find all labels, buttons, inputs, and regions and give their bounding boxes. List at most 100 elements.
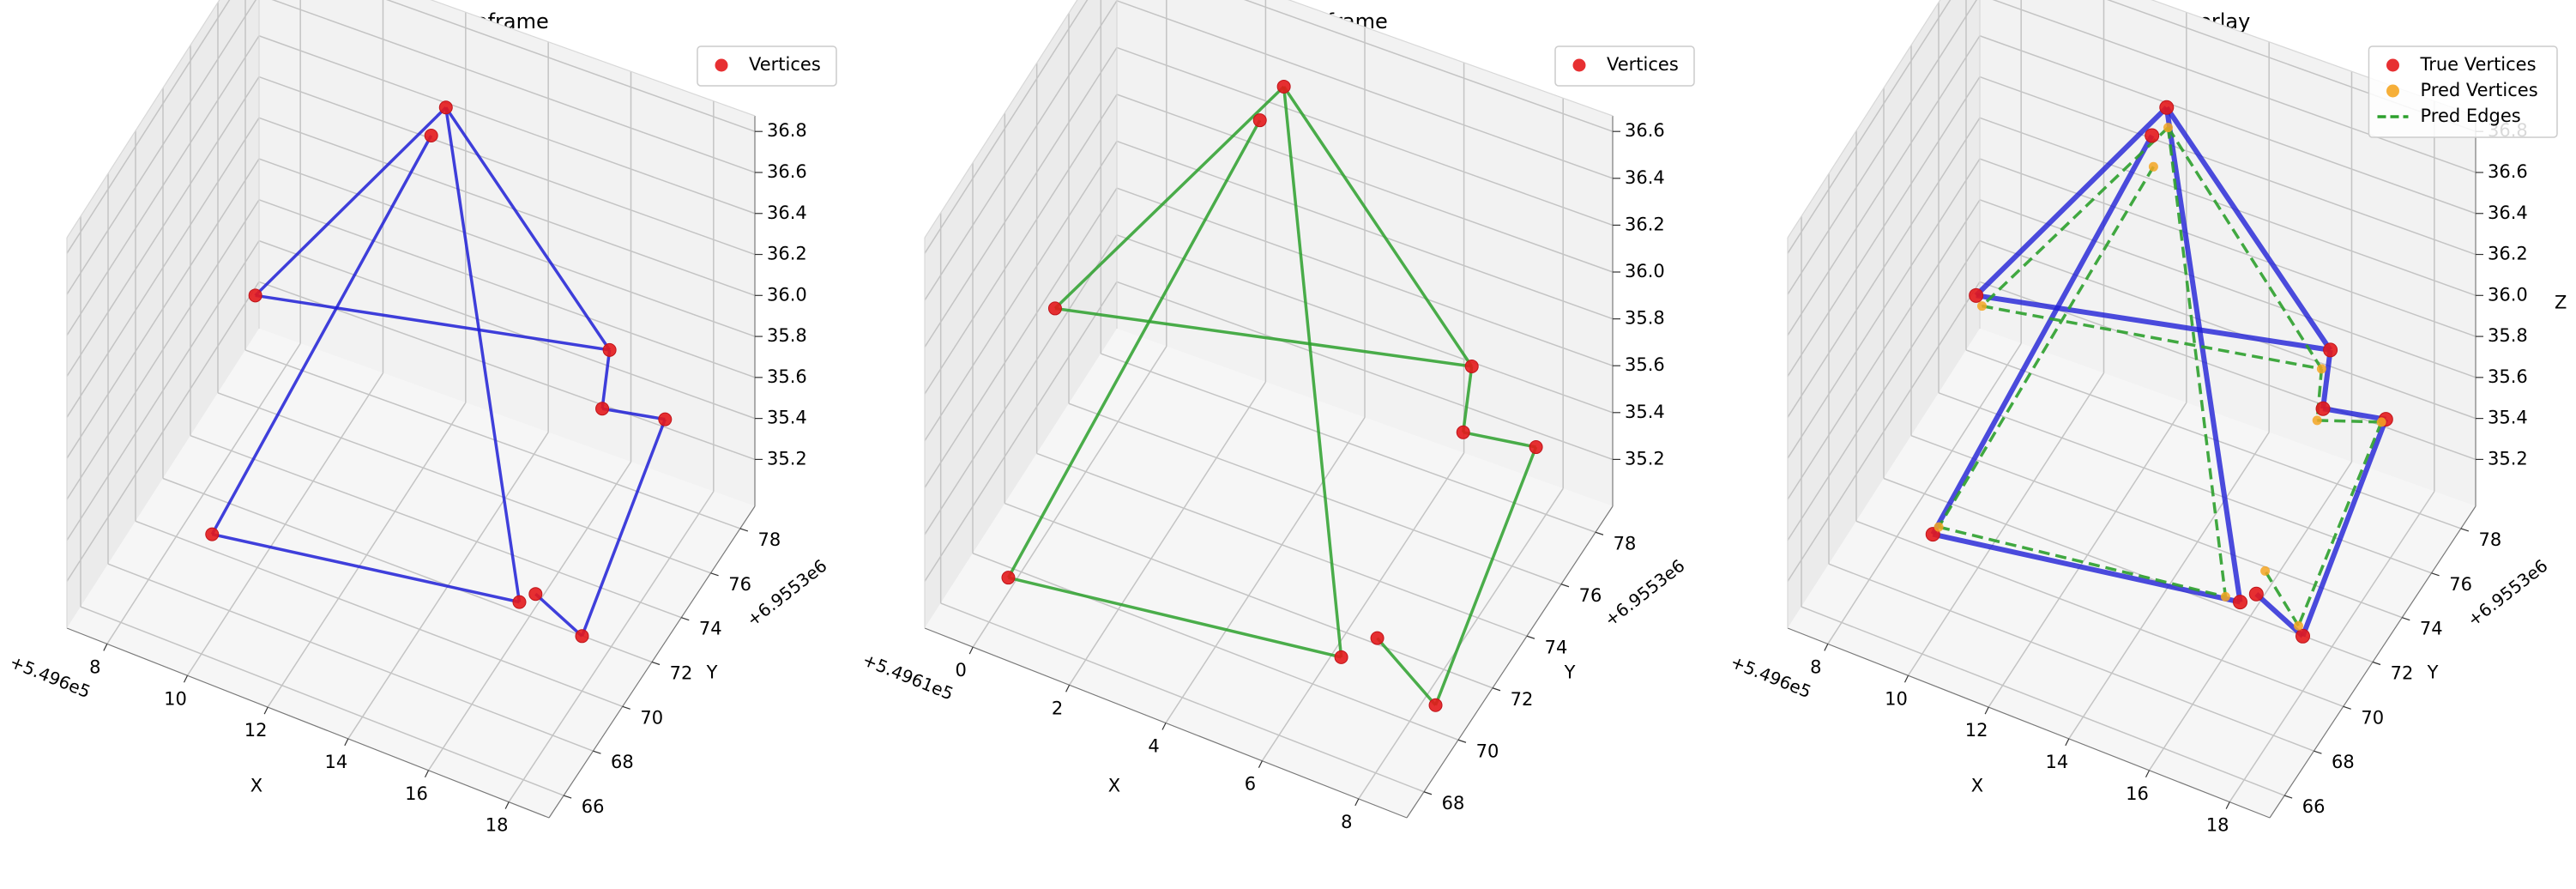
floor-grid-x — [1165, 417, 1366, 723]
vertex-point — [575, 629, 589, 644]
z-tick-label: 35.2 — [767, 448, 807, 469]
legend-box — [1554, 45, 1695, 87]
x-tick-label: 10 — [1885, 688, 1908, 709]
wireframe-edge — [211, 532, 520, 604]
wireframe-edge — [1282, 86, 1343, 658]
left-grid-z — [1787, 76, 1981, 377]
x-tick — [1354, 798, 1360, 807]
back-grid-z — [1116, 140, 1614, 320]
left-grid-z — [66, 158, 260, 459]
floor-grid-y — [1828, 563, 2314, 752]
floor-grid-x — [972, 346, 1167, 648]
y-tick — [2431, 572, 2440, 577]
left-grid-z — [66, 117, 260, 418]
floor-grid-y — [1855, 520, 2344, 708]
legend-label: Vertices — [749, 54, 821, 75]
back-grid-z — [1116, 281, 1614, 461]
y-tick-label: 72 — [2391, 663, 2414, 684]
pred-vertex-point — [1976, 301, 1987, 311]
y-tick-label: 74 — [1545, 637, 1568, 657]
wireframe-edge — [1461, 366, 1474, 433]
back-grid-z — [271, 0, 756, 173]
y-tick-label: 70 — [1476, 741, 1499, 761]
legend-marker — [1572, 58, 1586, 72]
y-tick — [622, 705, 630, 710]
y-tick-label: 76 — [1579, 585, 1602, 606]
data-layer — [1001, 79, 1543, 712]
wireframe-edge — [1376, 637, 1437, 706]
pred-edge — [1938, 525, 2226, 599]
legend: Vertices — [1554, 45, 1695, 87]
x-tick — [2065, 738, 2070, 747]
panel-pred: Predicted Wireframe02468+5.4961e5X687072… — [860, 0, 1695, 832]
left-grid-z — [924, 234, 1118, 535]
x-tick — [1824, 644, 1829, 651]
pred-edge — [2167, 126, 2323, 370]
pred-vertex-point — [2260, 565, 2271, 576]
z-tick-label: 35.6 — [1625, 354, 1665, 375]
x-tick — [968, 646, 974, 655]
y-tick-label: 78 — [2478, 529, 2501, 550]
x-tick-label: 8 — [1810, 656, 1821, 677]
legend-label: Pred Vertices — [2421, 80, 2538, 100]
wireframe-edge — [1463, 431, 1536, 449]
pred-edge — [1982, 304, 2322, 371]
x-tick-label: 8 — [1341, 812, 1352, 832]
pane-edge — [1288, 0, 1614, 117]
true-vertex-point — [2315, 401, 2331, 416]
true-vertex-point — [2295, 628, 2311, 644]
back-grid-z — [1979, 35, 2476, 215]
x-tick-label: 14 — [2045, 752, 2068, 772]
x-tick-label: 18 — [2206, 815, 2229, 836]
z-tick-label: 36.2 — [1625, 214, 1665, 234]
vertex-point — [1334, 650, 1348, 664]
true-edge — [2254, 591, 2305, 638]
wireframe-edge — [1433, 446, 1538, 706]
left-grid-z — [924, 0, 1118, 301]
left-grid-z — [66, 281, 260, 582]
vertex-point — [512, 595, 527, 609]
back-grid-z — [385, 0, 756, 132]
left-grid-z — [924, 46, 1118, 348]
left-grid-z — [1787, 35, 1981, 336]
floor-grid-y — [1068, 402, 1562, 585]
legend-box — [697, 45, 837, 87]
floor-grid-y — [1801, 606, 2285, 796]
back-grid-z — [1979, 239, 2476, 420]
vertex-point — [1456, 425, 1470, 439]
y-tick-label: 70 — [2361, 707, 2384, 728]
left-grid-z — [924, 0, 1089, 254]
back-grid-z — [1116, 234, 1614, 414]
floor-grid-y — [244, 349, 741, 529]
y-tick — [1492, 687, 1501, 692]
x-tick-label: 2 — [1052, 698, 1063, 718]
x-axis-line — [1787, 627, 2271, 819]
y-tick — [681, 617, 690, 621]
floor-grid-y — [1036, 452, 1528, 637]
true-edge — [2163, 106, 2243, 603]
left-grid-z — [1787, 281, 1981, 582]
z-tick-label: 35.4 — [2488, 408, 2528, 428]
true-vertex-point — [2145, 128, 2160, 143]
left-grid-z — [66, 0, 257, 295]
back-grid-z — [258, 158, 756, 337]
y-axis-label: Y — [2427, 662, 2439, 683]
back-grid-z — [1243, 0, 1614, 132]
wireframe-edge — [255, 293, 610, 352]
wireframe-edge — [534, 592, 583, 638]
z-tick-label: 35.8 — [767, 325, 807, 346]
y-tick-label: 68 — [611, 752, 634, 772]
vertex-point — [438, 100, 453, 115]
vertex-point — [1276, 79, 1291, 94]
y-tick-label: 68 — [2332, 752, 2355, 772]
back-grid-z — [258, 199, 756, 378]
left-grid-z — [924, 94, 1118, 395]
legend: Vertices — [697, 45, 837, 87]
z-tick-label: 36.2 — [767, 244, 807, 264]
vertex-point — [658, 412, 673, 426]
left-grid-z — [1787, 117, 1981, 418]
y-offset-label: +6.9553e6 — [2464, 555, 2552, 631]
z-tick-label: 35.8 — [2488, 325, 2528, 346]
vertex-point — [602, 342, 617, 357]
floor-grid-y — [107, 563, 594, 752]
